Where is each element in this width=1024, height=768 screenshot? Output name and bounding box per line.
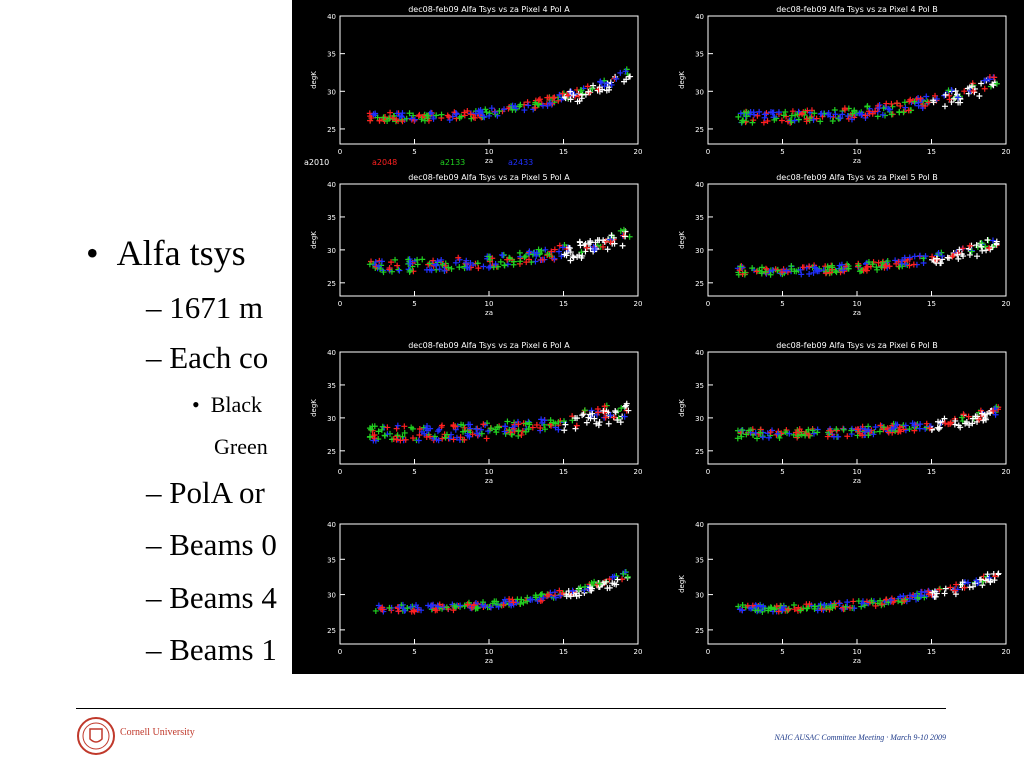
sub-sub-bullet-black: • Black	[192, 392, 262, 418]
sub-bullet-1671: – 1671 m	[146, 290, 264, 325]
sub-bullet-each: – Each co	[146, 340, 269, 375]
cornell-seal-icon	[77, 717, 115, 755]
plot-window	[292, 0, 1024, 524]
sub-bullet-pola: – PolA or	[146, 475, 265, 510]
bullet-text: Black	[210, 392, 263, 417]
sub-bullet-beams-4: – Beams 4	[146, 580, 277, 615]
bullet-alfa-tsys: • Alfa tsys	[86, 232, 246, 274]
sub-sub-bullet-green: Green	[214, 434, 268, 459]
bullet-dot: •	[86, 233, 99, 273]
bullet-dot: •	[192, 392, 200, 417]
sub-bullet-beams-0: – Beams 0	[146, 527, 277, 562]
footer-divider	[76, 708, 946, 709]
bullet-text: Alfa tsys	[116, 233, 246, 273]
university-name: Cornell University	[120, 727, 195, 738]
plot-window-lower-right	[652, 524, 1024, 674]
sub-bullet-beams-1: – Beams 1	[146, 632, 277, 667]
footer-meeting: NAIC AUSAC Committee Meeting · March 9-1…	[774, 733, 946, 742]
plot-window-lower-left	[292, 524, 652, 674]
